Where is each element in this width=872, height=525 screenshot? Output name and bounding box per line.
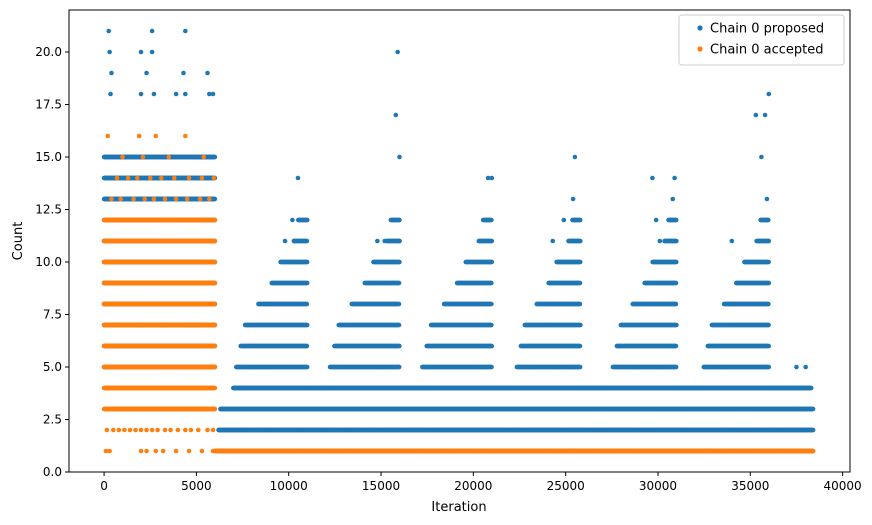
plot-area	[101, 28, 816, 454]
series-0-point	[810, 427, 816, 433]
series-0-point	[810, 406, 816, 412]
